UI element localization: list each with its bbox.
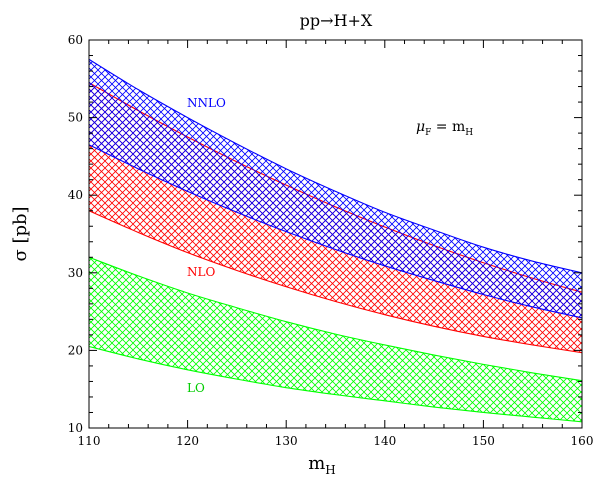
y-tick-label: 20 (68, 343, 83, 357)
band-lo-lower-edge (88, 345, 583, 423)
band-nnlo (89, 59, 582, 318)
label-nlo: NLO (187, 265, 215, 279)
x-tick-label: 160 (571, 434, 594, 448)
y-tick-label: 50 (68, 111, 83, 125)
y-tick-label: 30 (68, 266, 83, 280)
x-axis-main: m (308, 453, 325, 474)
band-lo-upper-edge (88, 256, 583, 382)
y-axis-title: σ [pb] (10, 206, 31, 261)
label-nnlo: NNLO (187, 96, 226, 110)
y-tick-label: 40 (68, 188, 83, 202)
annotation-equals: = m (431, 119, 465, 135)
x-axis-subscript: H (325, 463, 335, 477)
x-axis-title: mH (308, 453, 336, 477)
band-nnlo-upper-edge (88, 58, 583, 274)
x-tick-label: 120 (176, 434, 199, 448)
x-tick-label: 150 (472, 434, 495, 448)
band-lo (89, 257, 582, 422)
band-nnlo-lower-edge (88, 144, 583, 319)
band-nlo-lower-edge (88, 210, 583, 354)
bands-layer (88, 58, 583, 423)
x-tick-label: 110 (78, 434, 101, 448)
x-tick-label: 140 (373, 434, 396, 448)
y-tick-label: 10 (68, 421, 83, 435)
annotation-mu-subscript: F (425, 128, 431, 138)
annotation-mh-subscript: H (465, 128, 473, 138)
scale-annotation: μF = mH (416, 119, 473, 138)
label-lo: LO (187, 381, 205, 395)
plot-frame (88, 39, 583, 429)
ticks-layer: 110 120 130 140 150 160 10 20 30 40 50 60 (68, 33, 594, 448)
x-tick-label: 130 (275, 434, 298, 448)
annotation-mu: μ (416, 119, 425, 135)
chart-title: pp→H+X (300, 11, 373, 30)
y-tick-label: 60 (68, 33, 83, 47)
